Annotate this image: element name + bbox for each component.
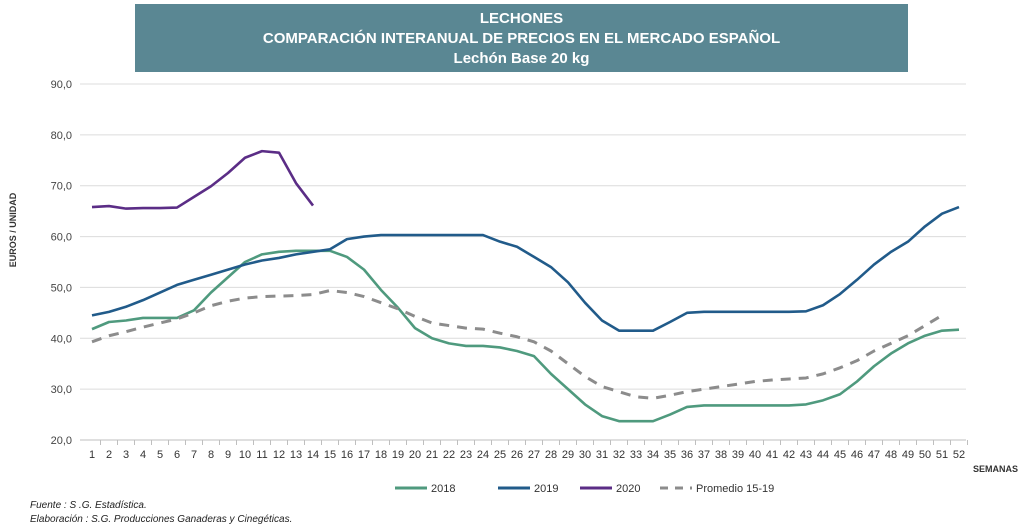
x-tick-label: 19 (392, 449, 404, 461)
x-tick-label: 47 (868, 449, 880, 461)
y-tick-label: 70,0 (51, 181, 72, 193)
x-tick-label: 7 (191, 449, 197, 461)
x-tick-label: 50 (919, 449, 931, 461)
x-tick-label: 27 (528, 449, 540, 461)
x-tick-label: 18 (375, 449, 387, 461)
x-tick-label: 52 (953, 449, 965, 461)
x-tick-label: 34 (647, 449, 659, 461)
source-note: Fuente : S .G. Estadística. (30, 500, 147, 511)
x-tick-label: 16 (341, 449, 353, 461)
x-tick-label: 32 (613, 449, 625, 461)
x-tick-label: 45 (834, 449, 846, 461)
y-tick-label: 30,0 (51, 384, 72, 396)
x-tick-label: 8 (208, 449, 214, 461)
series-line-2019 (91, 205, 960, 332)
x-tick-label: 31 (596, 449, 608, 461)
series-line-promedio-15-19 (91, 288, 943, 400)
x-tick-label: 21 (426, 449, 438, 461)
series-line-2020 (91, 149, 315, 210)
chart-title-line-1: LECHONES (479, 10, 564, 27)
chart-title-line-3: Lechón Base 20 kg (453, 50, 590, 67)
x-tick-label: 9 (225, 449, 231, 461)
legend-label: 2019 (534, 483, 558, 495)
x-tick-label: 5 (157, 449, 163, 461)
legend-label: 2018 (431, 483, 455, 495)
x-tick-label: 1 (89, 449, 95, 461)
x-tick-label: 40 (749, 449, 761, 461)
x-tick-label: 3 (123, 449, 129, 461)
x-tick-label: 10 (239, 449, 251, 461)
legend-label: 2020 (616, 483, 640, 495)
x-tick-label: 17 (358, 449, 370, 461)
x-axis-label: SEMANAS (973, 464, 1018, 474)
x-tick-label: 44 (817, 449, 829, 461)
x-tick-label: 35 (664, 449, 676, 461)
x-tick-label: 48 (885, 449, 897, 461)
chart-title-line-2: COMPARACIÓN INTERANUAL DE PRECIOS EN EL … (262, 30, 781, 47)
x-tick-label: 36 (681, 449, 693, 461)
x-tick-label: 6 (174, 449, 180, 461)
x-tick-label: 24 (477, 449, 489, 461)
x-tick-label: 4 (140, 449, 146, 461)
x-tick-label: 41 (766, 449, 778, 461)
x-tick-label: 25 (494, 449, 506, 461)
x-tick-label: 23 (460, 449, 472, 461)
y-tick-label: 90,0 (51, 79, 72, 91)
x-tick-label: 42 (783, 449, 795, 461)
y-tick-label: 20,0 (51, 435, 72, 447)
x-tick-label: 11 (256, 449, 267, 461)
x-tick-label: 43 (800, 449, 812, 461)
x-tick-label: 33 (630, 449, 642, 461)
series-line-2018 (91, 249, 960, 423)
x-tick-label: 28 (545, 449, 557, 461)
x-tick-label: 12 (273, 449, 285, 461)
x-tick-label: 30 (579, 449, 591, 461)
x-tick-label: 14 (307, 449, 319, 461)
x-tick-label: 46 (851, 449, 863, 461)
elaboration-note: Elaboración : S.G. Producciones Ganadera… (30, 514, 293, 525)
legend-label: Promedio 15-19 (696, 483, 774, 495)
x-tick-label: 26 (511, 449, 523, 461)
x-tick-label: 29 (562, 449, 574, 461)
y-tick-label: 40,0 (51, 333, 72, 345)
x-tick-label: 15 (324, 449, 336, 461)
x-tick-label: 13 (290, 449, 302, 461)
x-tick-label: 39 (732, 449, 744, 461)
chart-title-box: LECHONES COMPARACIÓN INTERANUAL DE PRECI… (135, 4, 908, 72)
x-tick-label: 51 (936, 449, 948, 461)
x-tick-label: 22 (443, 449, 455, 461)
x-tick-label: 2 (106, 449, 112, 461)
y-tick-label: 60,0 (51, 232, 72, 244)
x-tick-label: 37 (698, 449, 710, 461)
x-tick-label: 20 (409, 449, 421, 461)
x-tick-label: 49 (902, 449, 914, 461)
y-tick-label: 50,0 (51, 282, 72, 294)
x-tick-label: 38 (715, 449, 727, 461)
y-axis-label: EUROS / UNIDAD (8, 192, 18, 267)
y-tick-label: 80,0 (51, 130, 72, 142)
